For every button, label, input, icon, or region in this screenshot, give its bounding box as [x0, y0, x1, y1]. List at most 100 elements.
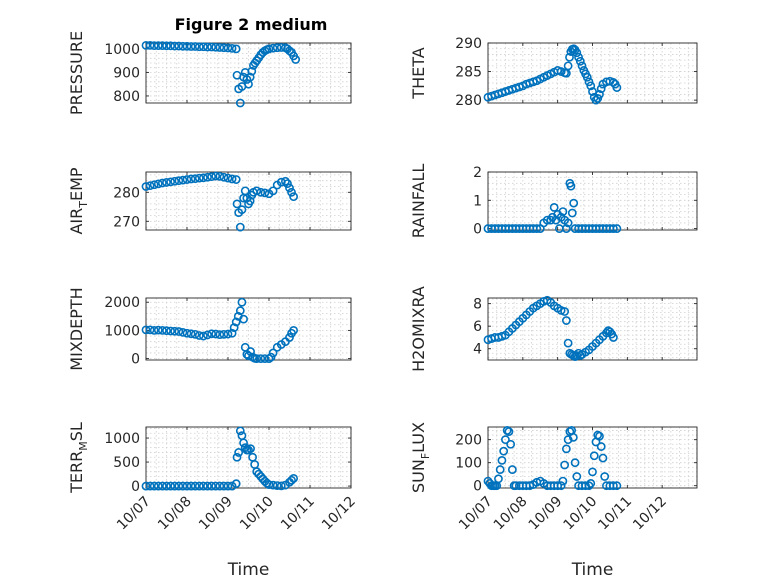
axes-box	[145, 171, 352, 231]
data-point	[595, 431, 604, 441]
data-point	[245, 196, 255, 206]
y-axis-label-main: SUN	[409, 459, 428, 493]
data-point	[194, 331, 204, 340]
y-axis-label-main: RAINFALL	[409, 164, 428, 239]
data-point	[186, 174, 196, 184]
data-point	[596, 442, 606, 451]
data-point	[227, 174, 237, 184]
data-point	[289, 192, 298, 202]
y-tick-label: 280	[113, 185, 140, 201]
data-point	[145, 40, 155, 50]
data-point	[280, 176, 290, 186]
y-tick-label: 0	[473, 222, 482, 238]
data-point	[260, 354, 270, 363]
data-point	[141, 481, 151, 491]
data-point	[211, 481, 221, 491]
data-point	[283, 179, 292, 188]
y-axis-label-main: TERR	[67, 451, 86, 494]
data-point	[141, 182, 151, 191]
data-point	[566, 181, 576, 191]
data-point	[170, 176, 180, 186]
y-tick-label: 500	[113, 455, 140, 471]
y-axis-label-tail: EMP	[67, 167, 86, 201]
series-THETA	[483, 44, 622, 105]
series-RAINFALL	[483, 178, 622, 233]
data-point	[501, 435, 510, 445]
data-point	[153, 325, 163, 335]
data-point	[178, 175, 188, 185]
subplot-air_temp: 270 280 AIRTEMP	[67, 167, 352, 235]
y-tick-label: 285	[455, 65, 482, 81]
axes-box	[145, 426, 352, 489]
data-point	[215, 330, 225, 340]
data-point	[609, 333, 618, 342]
data-point	[598, 453, 608, 463]
x-tick-label: 10/11	[278, 494, 318, 534]
data-point	[170, 41, 180, 51]
data-point	[609, 481, 618, 491]
data-point	[166, 41, 175, 51]
data-point	[231, 317, 241, 327]
y-axis-label: THETA	[409, 47, 428, 99]
data-point	[157, 178, 167, 188]
data-point	[556, 481, 566, 491]
y-tick-label: 100	[455, 456, 482, 472]
data-point	[246, 444, 255, 454]
data-point	[198, 481, 208, 491]
data-point	[268, 348, 278, 358]
series-MIXDEPTH	[141, 297, 298, 363]
data-point	[588, 87, 597, 96]
data-point	[203, 481, 212, 491]
data-point	[574, 52, 583, 62]
data-point	[252, 354, 262, 363]
data-point	[178, 481, 188, 491]
data-point	[563, 338, 573, 348]
data-point	[232, 452, 242, 462]
data-point	[207, 329, 216, 339]
data-point	[166, 177, 175, 187]
data-point	[549, 202, 559, 212]
y-tick-label: 0	[131, 352, 140, 368]
data-point	[203, 42, 212, 52]
data-point	[570, 458, 580, 468]
data-point	[141, 325, 151, 335]
data-point	[198, 331, 208, 341]
y-tick-label: 2	[473, 165, 482, 181]
data-point	[170, 481, 180, 491]
data-point	[268, 480, 278, 490]
data-point	[568, 432, 578, 442]
data-point	[182, 481, 192, 491]
data-point	[561, 444, 571, 454]
data-point	[229, 323, 239, 332]
data-point	[198, 42, 208, 52]
y-axis-label: SUNFLUX	[409, 422, 432, 493]
data-point	[182, 41, 192, 51]
data-point	[145, 181, 155, 191]
y-tick-label: 0	[131, 479, 140, 495]
data-point	[612, 83, 622, 92]
x-tick-label: 10/09	[196, 494, 236, 534]
data-point	[507, 465, 517, 474]
data-point	[166, 481, 175, 491]
data-point	[553, 481, 563, 491]
x-tick-label: 10/10	[237, 494, 277, 534]
data-point	[145, 325, 155, 335]
data-point	[256, 354, 266, 363]
data-point	[572, 351, 582, 360]
data-point	[247, 66, 257, 76]
data-point	[567, 208, 577, 218]
data-point	[612, 224, 622, 233]
x-tick-label: 10/07	[456, 494, 496, 534]
data-point	[207, 42, 216, 52]
data-point	[215, 481, 225, 491]
data-point	[153, 481, 163, 491]
data-point	[595, 90, 604, 99]
data-point	[589, 451, 599, 461]
data-point	[215, 43, 225, 52]
data-point	[561, 316, 571, 325]
data-point	[219, 172, 229, 182]
data-point	[223, 329, 233, 339]
data-point	[219, 481, 229, 491]
data-point	[252, 186, 262, 196]
data-point	[612, 481, 622, 491]
